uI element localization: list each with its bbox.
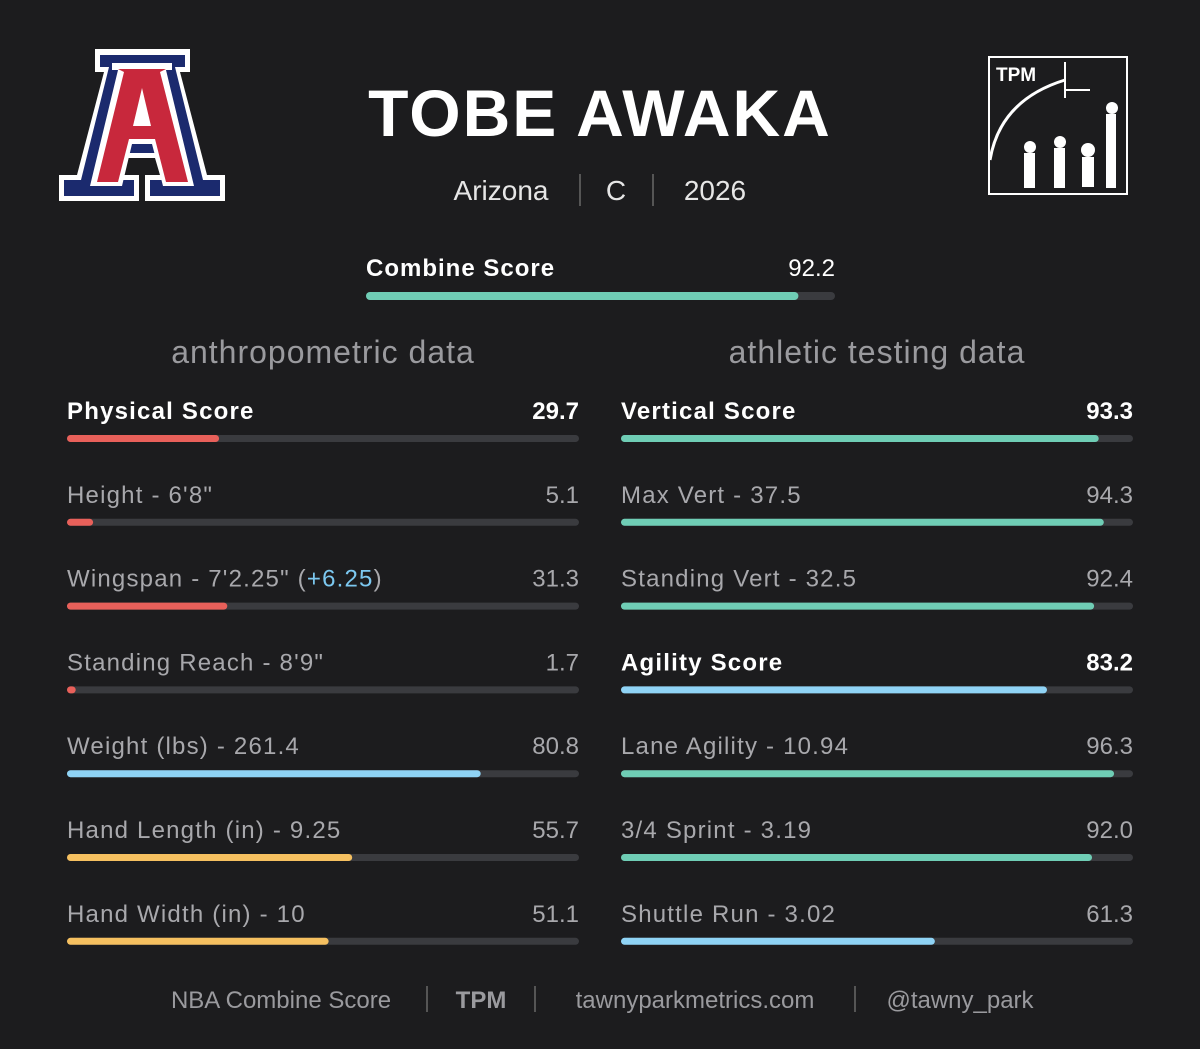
row-value: 92.0: [1086, 817, 1133, 844]
tpm-logo: TPM: [988, 56, 1128, 195]
row-value: 55.7: [532, 817, 579, 844]
bar: [621, 937, 935, 945]
bar: [621, 518, 1104, 526]
row-value: 1.7: [546, 649, 579, 676]
bar: [67, 602, 228, 610]
row-label: Agility Score: [621, 649, 783, 676]
bar: [67, 770, 481, 778]
row-label: Shuttle Run - 3.02: [621, 901, 836, 928]
label-part: Height - 6'8": [67, 482, 213, 509]
row-label: Standing Reach - 8'9": [67, 649, 324, 676]
row-label: 3/4 Sprint - 3.19: [621, 817, 812, 844]
label-part: Weight (lbs) - 261.4: [67, 733, 300, 760]
row-value: 29.7: [532, 398, 579, 425]
bar: [621, 854, 1093, 861]
label-part: Lane Agility - 10.94: [621, 733, 849, 760]
footer-text: tawnyparkmetrics.com: [576, 987, 815, 1014]
row-label: Hand Length (in) - 9.25: [67, 817, 341, 844]
label-part: Wingspan - 7'2.25" (: [67, 566, 307, 593]
label-part: Physical Score: [67, 398, 255, 425]
bar: [67, 937, 329, 945]
position: C: [606, 175, 626, 206]
bar-track: [67, 686, 579, 694]
row-value: 83.2: [1086, 649, 1133, 676]
school: Arizona: [454, 175, 549, 206]
label-part: ): [374, 566, 383, 593]
row-label: Vertical Score: [621, 398, 797, 425]
label-part: Standing Vert - 32.5: [621, 566, 857, 593]
rows: anthropometric data Physical Score 29.7 Hei…: [67, 292, 1133, 945]
school-logo: [59, 49, 225, 201]
footer-text: @tawny_park: [886, 987, 1034, 1014]
row-value: 31.3: [532, 566, 579, 593]
footer: NBA Combine Score TPM tawnyparkmetrics.com…: [171, 986, 1035, 1014]
bar: [621, 770, 1115, 778]
row-value: 96.3: [1086, 733, 1133, 760]
section-title: athletic testing data: [729, 334, 1026, 370]
label-part: Max Vert - 37.5: [621, 482, 802, 509]
row-value: 61.3: [1086, 901, 1133, 928]
row-value: 94.3: [1086, 482, 1133, 509]
label-part: Hand Width (in) - 10: [67, 901, 306, 928]
row-label: Max Vert - 37.5: [621, 482, 802, 509]
bar: [621, 602, 1095, 610]
row-label: Standing Vert - 32.5: [621, 566, 857, 593]
label-part: +6.25: [307, 566, 374, 593]
combine-label: Combine Score: [366, 255, 555, 282]
logo-text: TPM: [996, 65, 1036, 86]
label-part: Vertical Score: [621, 398, 797, 425]
label-part: Hand Length (in) - 9.25: [67, 817, 341, 844]
row-value: 5.1: [546, 482, 579, 509]
label-part: 3/4 Sprint - 3.19: [621, 817, 812, 844]
combine-value: 92.2: [788, 255, 835, 282]
bar: [621, 686, 1047, 694]
bar-track: [67, 518, 579, 526]
footer-text: NBA Combine Score: [171, 987, 391, 1014]
footer-text: TPM: [456, 987, 507, 1014]
year: 2026: [684, 175, 746, 206]
label-part: Standing Reach - 8'9": [67, 649, 324, 676]
row-value: 92.4: [1086, 566, 1133, 593]
section-title: anthropometric data: [171, 334, 475, 370]
row-label: Lane Agility - 10.94: [621, 733, 849, 760]
bar: [621, 435, 1099, 442]
row-value: 80.8: [532, 733, 579, 760]
row-label: Hand Width (in) - 10: [67, 901, 306, 928]
label-part: Shuttle Run - 3.02: [621, 901, 836, 928]
row-label: Wingspan - 7'2.25" (+6.25): [67, 566, 383, 593]
row-value: 51.1: [532, 901, 579, 928]
row-label: Weight (lbs) - 261.4: [67, 733, 300, 760]
bar: [67, 854, 353, 861]
bar: [67, 518, 94, 526]
player-name: TOBE AWAKA: [368, 76, 832, 150]
bar: [67, 435, 220, 442]
bar: [67, 686, 76, 694]
row-label: Height - 6'8": [67, 482, 213, 509]
row-label: Physical Score: [67, 398, 255, 425]
bar: [366, 292, 799, 300]
label-part: Agility Score: [621, 649, 783, 676]
row-value: 93.3: [1086, 398, 1133, 425]
